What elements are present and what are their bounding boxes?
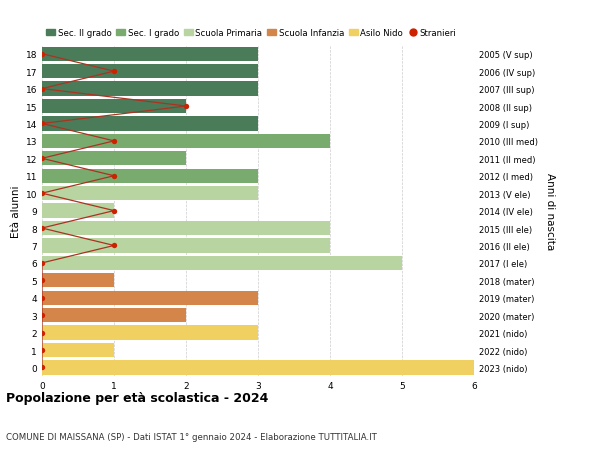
Point — [37, 347, 47, 354]
Point — [37, 155, 47, 162]
Point — [37, 121, 47, 128]
Point — [37, 260, 47, 267]
Bar — [42, 361, 474, 375]
Bar — [42, 204, 114, 218]
Bar — [42, 274, 114, 288]
Bar — [42, 187, 258, 201]
Point — [181, 103, 191, 111]
Y-axis label: Anni di nascita: Anni di nascita — [545, 173, 554, 250]
Text: COMUNE DI MAISSANA (SP) - Dati ISTAT 1° gennaio 2024 - Elaborazione TUTTITALIA.I: COMUNE DI MAISSANA (SP) - Dati ISTAT 1° … — [6, 431, 377, 441]
Point — [37, 86, 47, 93]
Y-axis label: Età alunni: Età alunni — [11, 185, 22, 237]
Point — [37, 190, 47, 197]
Bar — [42, 326, 258, 340]
Point — [37, 51, 47, 58]
Point — [37, 225, 47, 232]
Point — [109, 68, 119, 76]
Point — [37, 364, 47, 371]
Bar — [42, 47, 258, 62]
Bar — [42, 169, 258, 184]
Legend: Sec. II grado, Sec. I grado, Scuola Primaria, Scuola Infanzia, Asilo Nido, Stran: Sec. II grado, Sec. I grado, Scuola Prim… — [46, 29, 456, 38]
Point — [109, 207, 119, 215]
Bar — [42, 221, 330, 235]
Point — [37, 277, 47, 285]
Point — [109, 173, 119, 180]
Point — [109, 138, 119, 145]
Bar — [42, 117, 258, 131]
Bar — [42, 308, 186, 323]
Bar — [42, 343, 114, 358]
Text: Popolazione per età scolastica - 2024: Popolazione per età scolastica - 2024 — [6, 391, 268, 404]
Bar — [42, 291, 258, 305]
Bar — [42, 152, 186, 166]
Point — [109, 242, 119, 250]
Bar — [42, 82, 258, 96]
Point — [37, 329, 47, 336]
Bar — [42, 239, 330, 253]
Bar — [42, 134, 330, 149]
Bar — [42, 256, 402, 270]
Bar — [42, 65, 258, 79]
Point — [37, 294, 47, 302]
Bar — [42, 100, 186, 114]
Point — [37, 312, 47, 319]
